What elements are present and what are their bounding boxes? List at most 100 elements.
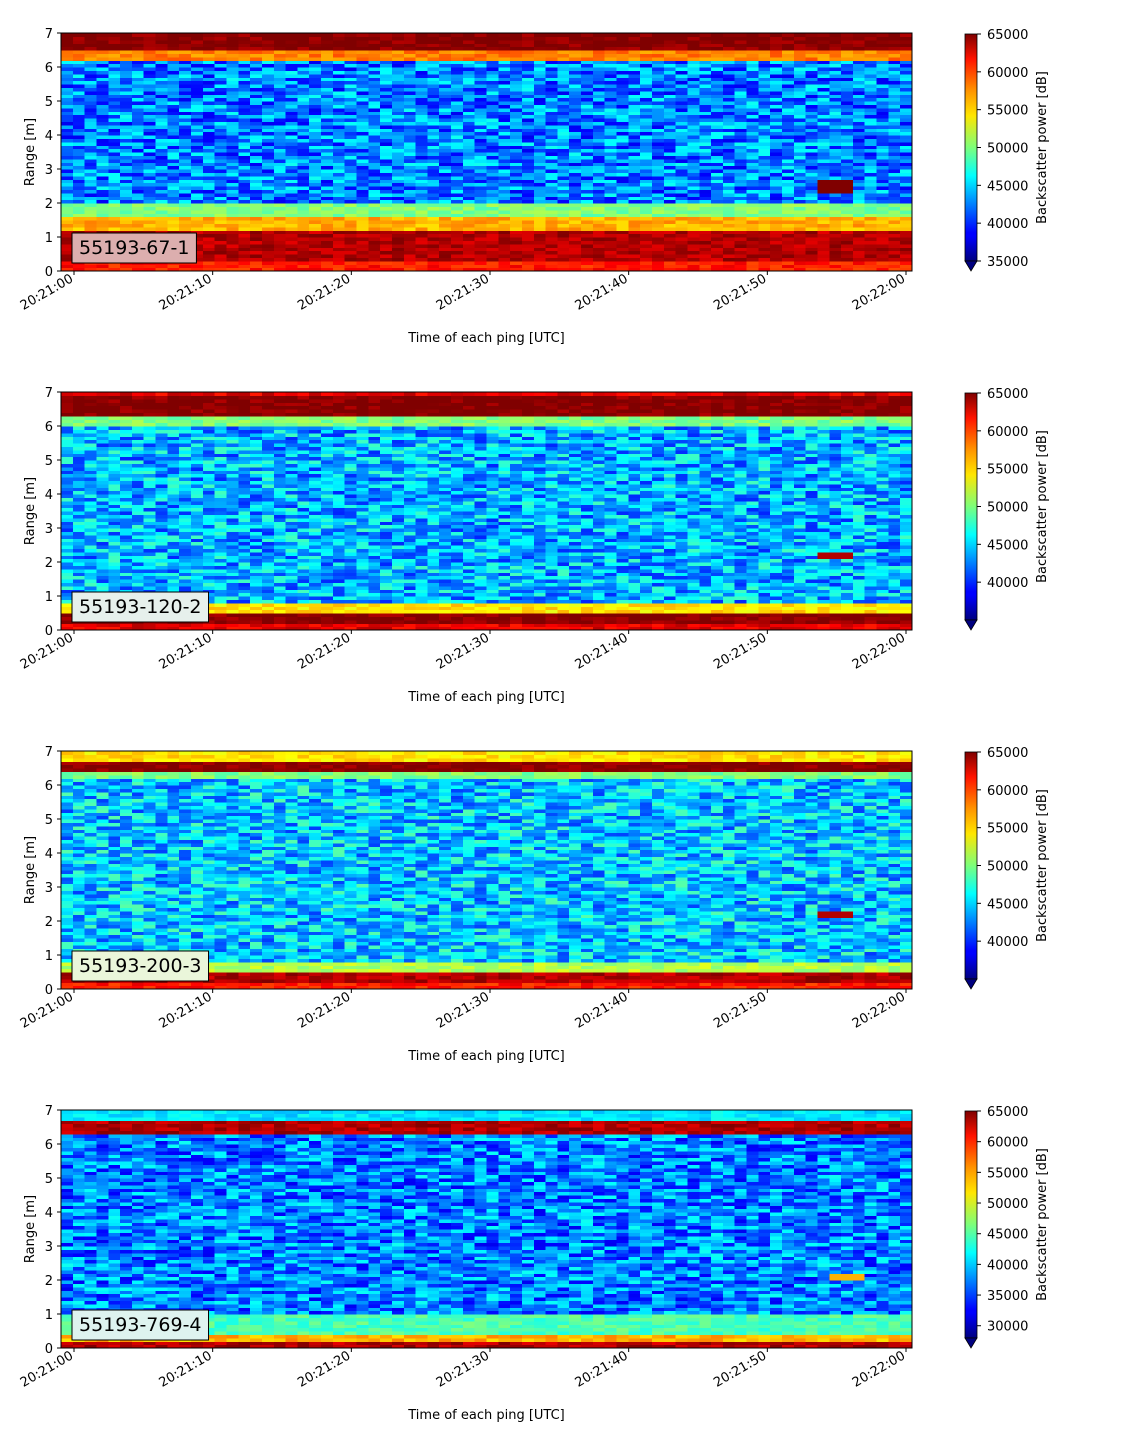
heatmap-cell <box>439 33 451 37</box>
heatmap-cell <box>250 200 262 204</box>
heatmap-cell <box>96 132 108 136</box>
heatmap-cell <box>73 210 85 214</box>
heatmap-cell <box>498 183 510 187</box>
heatmap-cell <box>167 149 179 153</box>
heatmap-cell <box>794 227 806 231</box>
heatmap-cell <box>747 159 759 163</box>
heatmap-cell <box>782 251 794 255</box>
heatmap-cell <box>156 200 168 204</box>
heatmap-cell <box>546 210 558 214</box>
heatmap-cell <box>451 264 463 268</box>
heatmap-cell <box>238 217 250 221</box>
heatmap-cell <box>404 210 416 214</box>
heatmap-cell <box>61 193 73 197</box>
heatmap-cell <box>510 227 522 231</box>
heatmap-cell <box>888 210 900 214</box>
heatmap-cell <box>806 33 818 37</box>
heatmap-cell <box>676 193 688 197</box>
heatmap-cell <box>439 132 451 136</box>
heatmap-cell <box>85 210 97 214</box>
heatmap-cell <box>392 200 404 204</box>
heatmap-cell <box>569 264 581 268</box>
heatmap-cell <box>723 200 735 204</box>
heatmap-cell <box>380 166 392 170</box>
heatmap-cell <box>711 159 723 163</box>
heatmap-cell <box>333 234 345 238</box>
heatmap-cell <box>758 264 770 268</box>
heatmap-cell <box>794 149 806 153</box>
heatmap-cell <box>806 234 818 238</box>
heatmap-cell <box>345 200 357 204</box>
heatmap-cell <box>557 234 569 238</box>
heatmap-cell <box>758 142 770 146</box>
heatmap-cell <box>498 142 510 146</box>
heatmap-cell <box>73 159 85 163</box>
heatmap-cell <box>640 33 652 37</box>
heatmap-cell <box>676 166 688 170</box>
heatmap-cell <box>274 234 286 238</box>
heatmap-cell <box>593 251 605 255</box>
heatmap-cell <box>286 132 298 136</box>
heatmap-cell <box>617 33 629 37</box>
heatmap-cell <box>664 251 676 255</box>
heatmap-cell <box>865 193 877 197</box>
heatmap-cell <box>687 227 699 231</box>
heatmap-cell <box>699 142 711 146</box>
heatmap-cell <box>238 176 250 180</box>
heatmap-cell <box>392 183 404 187</box>
heatmap-cell <box>85 176 97 180</box>
heatmap-cell <box>475 159 487 163</box>
heatmap-cell <box>475 166 487 170</box>
heatmap-cell <box>498 159 510 163</box>
heatmap-cell <box>250 159 262 163</box>
heatmap-cell <box>73 33 85 37</box>
heatmap-cell <box>747 166 759 170</box>
heatmap-cell <box>250 234 262 238</box>
heatmap-cell <box>132 33 144 37</box>
heatmap-cell <box>510 244 522 248</box>
heatmap-cell <box>546 251 558 255</box>
heatmap-cell <box>782 234 794 238</box>
heatmap-cell <box>557 244 569 248</box>
heatmap-cell <box>309 132 321 136</box>
heatmap-cell <box>877 193 889 197</box>
heatmap-cell <box>782 149 794 153</box>
heatmap-cell <box>605 176 617 180</box>
heatmap-cell <box>498 132 510 136</box>
heatmap-cell <box>723 149 735 153</box>
heatmap-cell <box>274 183 286 187</box>
heatmap-cell <box>593 264 605 268</box>
heatmap-cell <box>333 33 345 37</box>
heatmap-cell <box>628 251 640 255</box>
heatmap-cell <box>416 142 428 146</box>
heatmap-cell <box>829 217 841 221</box>
heatmap-cell <box>687 251 699 255</box>
heatmap-cell <box>333 142 345 146</box>
heatmap-cell <box>439 217 451 221</box>
heatmap-cell <box>806 176 818 180</box>
heatmap-cell <box>262 234 274 238</box>
heatmap-cell <box>829 234 841 238</box>
heatmap-cell <box>487 234 499 238</box>
heatmap-cell <box>427 176 439 180</box>
heatmap-cell <box>368 217 380 221</box>
heatmap-cell <box>617 193 629 197</box>
heatmap-cell <box>487 210 499 214</box>
heatmap-cell <box>356 200 368 204</box>
heatmap-cell <box>853 200 865 204</box>
heatmap-cell <box>652 234 664 238</box>
heatmap-cell <box>309 264 321 268</box>
heatmap-cell <box>723 234 735 238</box>
heatmap-cell <box>451 33 463 37</box>
heatmap-cell <box>144 132 156 136</box>
heatmap-cell <box>321 149 333 153</box>
heatmap-cell <box>628 200 640 204</box>
heatmap-cell <box>569 200 581 204</box>
heatmap-cell <box>877 234 889 238</box>
heatmap-cell <box>865 264 877 268</box>
heatmap-cell <box>498 210 510 214</box>
heatmap-cell <box>569 33 581 37</box>
heatmap-cell <box>156 227 168 231</box>
heatmap-cell <box>593 132 605 136</box>
heatmap-cell <box>640 142 652 146</box>
